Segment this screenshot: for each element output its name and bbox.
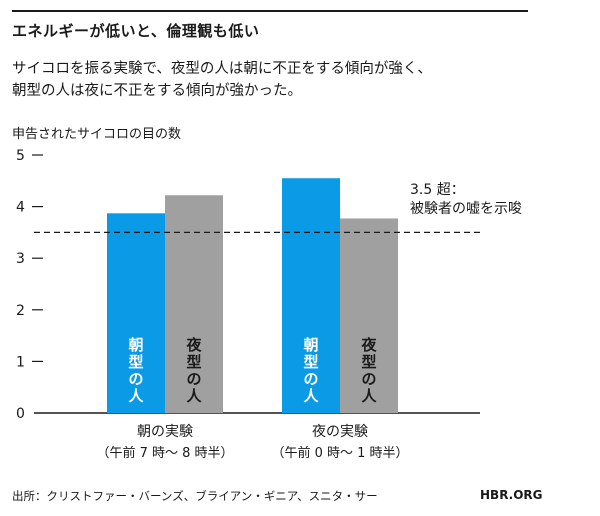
y-tick-label: 0 — [16, 406, 25, 422]
reference-line-label: 3.5 超： — [410, 182, 465, 198]
brand-label: HBR.ORG — [480, 488, 543, 502]
x-category-sublabel: （午前 0 時〜 1 時半） — [271, 445, 408, 461]
y-tick-label: 1 — [16, 354, 25, 370]
y-tick-label: 2 — [16, 303, 25, 319]
chart-title: エネルギーが低いと、倫理観も低い — [12, 22, 260, 40]
x-category-label: 夜の実験 — [312, 424, 368, 440]
x-category-sublabel: （午前 7 時〜 8 時半） — [96, 445, 233, 461]
bar-morning-type — [282, 178, 340, 413]
top-rule — [12, 10, 528, 12]
y-axis-label: 申告されたサイコロの目の数 — [12, 127, 182, 142]
y-tick-label: 3 — [16, 251, 25, 267]
bar-series-label: 朝型の人 — [128, 336, 144, 405]
chart-subtitle: サイコロを振る実験で、夜型の人は朝に不正をする傾向が強く、 朝型の人は夜に不正を… — [12, 58, 572, 102]
x-category-label: 朝の実験 — [137, 424, 193, 440]
subtitle-line-1: サイコロを振る実験で、夜型の人は朝に不正をする傾向が強く、 — [12, 61, 432, 77]
source-note: 出所：クリストファー・バーンズ、ブライアン・ギニア、スニタ・サー — [12, 489, 378, 503]
reference-line-label: 被験者の嘘を示唆 — [410, 201, 522, 217]
subtitle-line-2: 朝型の人は夜に不正をする傾向が強かった。 — [12, 83, 302, 99]
bar-series-label: 夜型の人 — [360, 336, 377, 405]
bar-evening-type — [340, 218, 398, 413]
y-tick-label: 4 — [16, 200, 25, 216]
y-tick-label: 5 — [16, 148, 25, 164]
bar-evening-type — [165, 195, 223, 413]
bar-morning-type — [107, 213, 165, 413]
bar-series-label: 朝型の人 — [303, 336, 319, 405]
bar-series-label: 夜型の人 — [185, 336, 202, 405]
